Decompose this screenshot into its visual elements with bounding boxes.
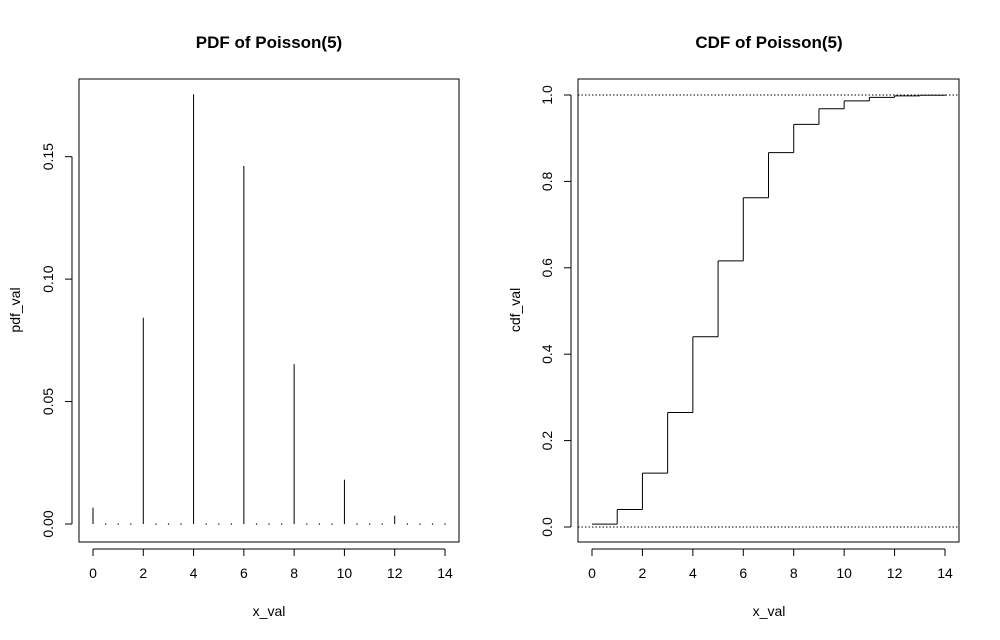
pdf-panel: PDF of Poisson(5) 0 2 4 6 8 10 12 14 0.000.050.… [7, 33, 460, 619]
pdf-y-tick-label: 0.15 [40, 143, 56, 170]
cdf-reference-lines [578, 94, 959, 528]
pdf-zero-dot [306, 523, 308, 525]
pdf-zero-dot [281, 523, 283, 525]
cdf-y-label: cdf_val [507, 288, 523, 332]
cdf-y-tick-label: 0.4 [539, 344, 555, 364]
cdf-x-tick-label: 12 [887, 565, 903, 581]
cdf-x-tick-label: 8 [790, 565, 798, 581]
pdf-x-tick-label: 8 [290, 565, 298, 581]
pdf-y-tick-label: 0.10 [40, 265, 56, 292]
pdf-zero-dot [268, 523, 270, 525]
pdf-y-tick-label: 0.05 [40, 388, 56, 415]
pdf-x-tick-label: 14 [437, 565, 453, 581]
pdf-bars [92, 94, 396, 524]
pdf-plot-frame [78, 78, 460, 543]
pdf-zero-dot [431, 523, 434, 525]
cdf-y-axis: 0.0 0.2 0.4 0.6 0.8 1.0 [539, 85, 572, 537]
pdf-zero-dot [130, 523, 132, 525]
pdf-zero-dot [369, 523, 371, 525]
pdf-y-axis: 0.00 0.05 0.10 0.15 [40, 143, 73, 538]
pdf-x-tick-label: 10 [337, 565, 353, 581]
pdf-zero-dot [205, 523, 207, 525]
pdf-x-tick-label: 12 [387, 565, 403, 581]
pdf-zero-dot [406, 523, 408, 525]
pdf-zero-dot [230, 523, 232, 525]
cdf-y-tick-label: 0.8 [539, 171, 555, 191]
pdf-zero-dot [218, 523, 220, 525]
cdf-plot-frame [577, 78, 960, 543]
pdf-zero-dot [318, 523, 320, 525]
cdf-y-tick-label: 0.0 [539, 517, 555, 537]
pdf-x-tick-label: 4 [190, 565, 198, 581]
cdf-title: CDF of Poisson(5) [695, 33, 842, 52]
cdf-x-tick-label: 0 [588, 565, 596, 581]
pdf-zero-dot [255, 523, 258, 525]
pdf-zero-dot [419, 523, 421, 525]
pdf-zero-dot [444, 523, 446, 525]
cdf-y-tick-label: 0.6 [539, 258, 555, 278]
cdf-x-axis: 0 2 4 6 8 10 12 14 [588, 548, 953, 581]
pdf-zero-dot [117, 523, 119, 525]
pdf-zero-dot [356, 523, 358, 525]
pdf-zero-dot [167, 523, 170, 525]
cdf-x-tick-label: 4 [689, 565, 697, 581]
cdf-y-tick-label: 0.2 [539, 431, 555, 451]
pdf-baseline-dots [105, 523, 446, 525]
cdf-x-tick-label: 2 [639, 565, 647, 581]
pdf-zero-dot [331, 523, 333, 525]
pdf-zero-dot [155, 523, 157, 525]
cdf-step-line [592, 94, 947, 525]
cdf-x-tick-label: 14 [937, 565, 953, 581]
cdf-panel: CDF of Poisson(5) 0 2 4 6 8 10 12 14 0.00.20.40… [507, 33, 960, 619]
pdf-y-label: pdf_val [7, 287, 23, 332]
pdf-y-tick-label: 0.00 [40, 510, 56, 537]
cdf-y-tick-label: 1.0 [539, 85, 555, 105]
pdf-zero-dot [105, 523, 107, 525]
pdf-x-label: x_val [253, 603, 286, 619]
cdf-x-tick-label: 6 [739, 565, 747, 581]
pdf-x-axis: 0 2 4 6 8 10 12 14 [89, 548, 453, 581]
pdf-title: PDF of Poisson(5) [196, 33, 342, 52]
pdf-x-tick-label: 0 [89, 565, 97, 581]
pdf-x-tick-label: 6 [240, 565, 248, 581]
pdf-x-tick-label: 2 [139, 565, 147, 581]
cdf-x-tick-label: 10 [836, 565, 852, 581]
pdf-zero-dot [180, 523, 182, 525]
pdf-zero-dot [381, 523, 383, 525]
cdf-x-label: x_val [753, 603, 786, 619]
